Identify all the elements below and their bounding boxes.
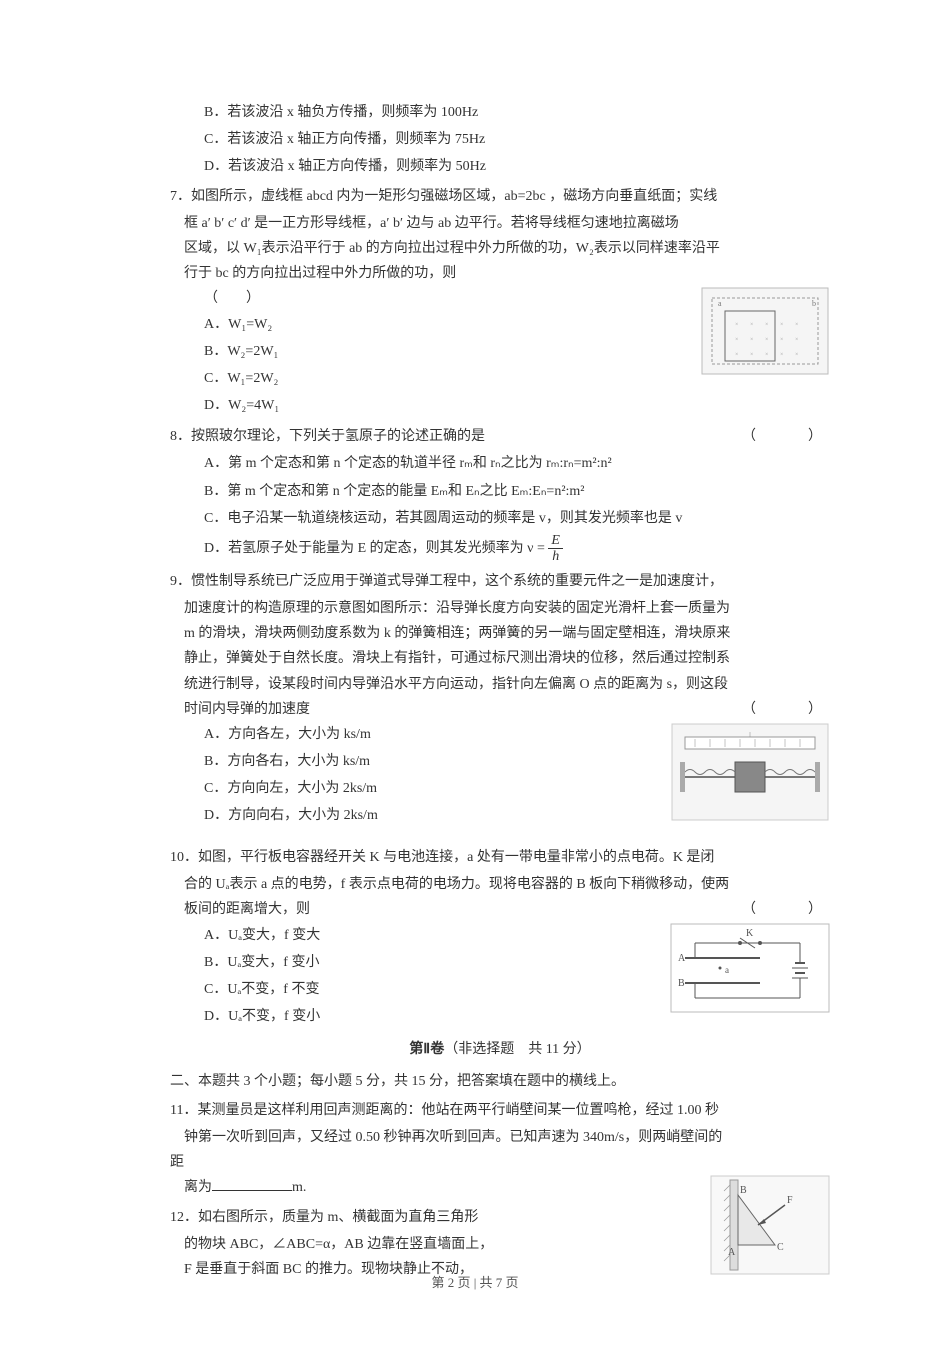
q6-option-d: D．若该波沿 x 轴正方向传播，则频率为 50Hz: [204, 154, 830, 179]
q9-line5: 时间内导弹的加速度 （ ）: [184, 697, 830, 722]
svg-text:B: B: [678, 978, 685, 989]
svg-text:×: ×: [795, 322, 798, 328]
q9-cont2: m 的滑块，滑块两侧劲度系数为 k 的弹簧相连；两弹簧的另一端与固定壁相连，滑块…: [184, 621, 830, 646]
q11-ans-unit: m.: [292, 1180, 306, 1195]
q10-line2: 板间的距离增大，则 （ ）: [184, 897, 830, 922]
svg-text:×: ×: [735, 352, 738, 358]
svg-text:×: ×: [735, 337, 738, 343]
q8-option-c: C．电子沿某一轨道绕核运动，若其圆周运动的频率是 v，则其发光频率也是 v: [204, 506, 830, 531]
fraction-icon: Eh: [548, 533, 563, 565]
q7-option-d: D．W₂=4W₁: [204, 393, 830, 418]
q9-cont5: 时间内导弹的加速度: [184, 702, 310, 717]
q8-option-b: B．第 m 个定态和第 n 个定态的能量 Eₘ和 Eₙ之比 Eₘ:Eₙ=n²:m…: [204, 479, 830, 504]
svg-text:a: a: [725, 965, 729, 975]
q8-option-d: D．若氢原子处于能量为 E 的定态，则其发光频率为 ν = Eh: [204, 533, 830, 565]
section2-heading: 第Ⅱ卷（非选择题 共 11 分）: [170, 1037, 830, 1062]
q9-stem: 9．惯性制导系统已广泛应用于弹道式导弹工程中，这个系统的重要元件之一是加速度计，: [170, 569, 830, 594]
svg-text:B: B: [740, 1185, 747, 1196]
q10-cont1: 合的 Uₐ表示 a 点的电势，f 表示点电荷的电场力。现将电容器的 B 板向下稍…: [184, 872, 830, 897]
q7-figure: a b × × × × × × × × × × × × × × ×: [700, 286, 830, 385]
fraction-num: E: [548, 533, 563, 549]
q7-stem: 7．如图所示，虚线框 abcd 内为一矩形匀强磁场区域，ab=2bc ，磁场方向…: [170, 184, 830, 209]
section2-heading-bold: 第Ⅱ卷: [409, 1042, 444, 1057]
magnetic-field-diagram-icon: a b × × × × × × × × × × × × × × ×: [700, 286, 830, 376]
svg-text:×: ×: [780, 337, 783, 343]
q10-figure: K A B a: [670, 923, 830, 1022]
q9-cont4: 统进行制导，设某段时间内导弹沿水平方向运动，指针向左偏离 O 点的距离为 s，则…: [184, 672, 830, 697]
q10-stem: 10．如图，平行板电容器经开关 K 与电池连接，a 处有一带电量非常小的点电荷。…: [170, 845, 830, 870]
svg-text:a: a: [718, 299, 722, 308]
svg-text:A: A: [678, 953, 686, 964]
q8-option-d-pre: D．若氢原子处于能量为 E 的定态，则其发光频率为: [204, 541, 527, 556]
svg-text:×: ×: [780, 352, 783, 358]
q6-option-b: B．若该波沿 x 轴负方传播，则频率为 100Hz: [204, 100, 830, 125]
q8-line: 8．按照玻尔理论，下列关于氢原子的论述正确的是 （ ）: [170, 424, 830, 449]
q10-paren: （ ）: [742, 897, 830, 922]
q7-cont3: 行于 bc 的方向拉出过程中外力所做的功，则: [184, 261, 830, 286]
section2-instruction: 二、本题共 3 个小题；每小题 5 分，共 15 分，把答案填在题中的横线上。: [170, 1069, 830, 1094]
q10-cont2: 板间的距离增大，则: [184, 902, 310, 917]
q8-paren: （ ）: [742, 424, 830, 449]
svg-text:b: b: [812, 299, 816, 308]
q9-figure: [670, 722, 830, 831]
svg-text:×: ×: [765, 352, 768, 358]
fraction-den: h: [548, 549, 563, 564]
svg-text:×: ×: [795, 337, 798, 343]
q11-cont1: 钟第一次听到回声，又经过 0.50 秒钟再次听到回声。已知声速为 340m/s，…: [184, 1125, 830, 1150]
svg-text:×: ×: [735, 322, 738, 328]
q9-paren: （ ）: [742, 697, 830, 722]
svg-text:×: ×: [765, 337, 768, 343]
wedge-block-diagram-icon: B A C F: [710, 1175, 830, 1275]
svg-text:A: A: [728, 1247, 736, 1258]
q6-option-c: C．若该波沿 x 轴正方向传播，则频率为 75Hz: [204, 127, 830, 152]
svg-text:×: ×: [750, 352, 753, 358]
svg-text:K: K: [746, 928, 754, 939]
q11-blank[interactable]: [212, 1177, 292, 1191]
q7-cont1: 框 a′ b′ c′ d′ 是一正方形导线框，a′ b′ 边与 ab 边平行。若…: [184, 211, 830, 236]
section2-heading-rest: （非选择题 共 11 分）: [444, 1042, 590, 1057]
page-footer: 第 2 页 | 共 7 页: [0, 1271, 950, 1294]
q11-ans-pre: 离为: [184, 1180, 212, 1195]
q9-cont1: 加速度计的构造原理的示意图如图所示：沿导弹长度方向安装的固定光滑杆上套一质量为: [184, 596, 830, 621]
capacitor-circuit-diagram-icon: K A B a: [670, 923, 830, 1013]
svg-text:×: ×: [780, 322, 783, 328]
svg-text:×: ×: [765, 322, 768, 328]
svg-text:C: C: [777, 1242, 784, 1253]
q12-figure: B A C F: [710, 1175, 830, 1284]
q8-option-d-eq: ν =: [527, 541, 548, 556]
svg-text:×: ×: [750, 322, 753, 328]
q7-cont2: 区域，以 W₁表示沿平行于 ab 的方向拉出过程中外力所做的功，W₂表示以同样速…: [184, 236, 830, 261]
svg-text:×: ×: [750, 337, 753, 343]
q11-stem: 11．某测量员是这样利用回声测距离的：他站在两平行峭壁间某一位置鸣枪，经过 1.…: [170, 1098, 830, 1123]
svg-text:F: F: [787, 1195, 793, 1206]
svg-text:×: ×: [795, 352, 798, 358]
q9-cont3: 静止，弹簧处于自然长度。滑块上有指针，可通过标尺测出滑块的位移，然后通过控制系: [184, 646, 830, 671]
q8-stem: 8．按照玻尔理论，下列关于氢原子的论述正确的是: [170, 429, 485, 444]
q8-option-a: A．第 m 个定态和第 n 个定态的轨道半径 rₘ和 rₙ之比为 rₘ:rₙ=m…: [204, 451, 830, 476]
accelerometer-diagram-icon: [670, 722, 830, 822]
q11-cont2: 距: [170, 1150, 830, 1175]
